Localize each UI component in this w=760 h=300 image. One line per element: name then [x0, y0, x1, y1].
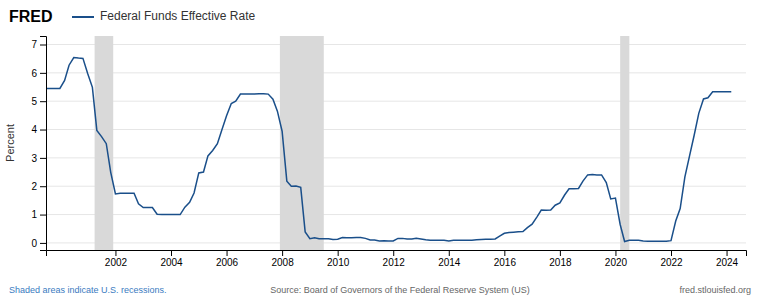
- y-tick-mark: [40, 130, 46, 131]
- x-tick-mark: [449, 250, 450, 256]
- x-tick: 2024: [716, 250, 739, 268]
- plot-area: 2002200420062008201020122014201620182020…: [31, 36, 746, 268]
- x-tick-mark: [504, 250, 505, 256]
- x-tick-mark: [227, 250, 228, 256]
- y-tick-mark: [40, 73, 46, 74]
- x-tick-label: 2008: [271, 257, 294, 268]
- x-tick-mark: [615, 250, 616, 256]
- x-tick: 2016: [494, 250, 517, 268]
- x-tick: 2020: [605, 250, 628, 268]
- y-tick-mark: [40, 186, 46, 187]
- x-tick-label: 2022: [660, 257, 683, 268]
- y-tick-label: 7: [31, 39, 37, 50]
- grid-line: [46, 44, 746, 45]
- grid: [46, 45, 746, 243]
- x-tick-mark: [671, 250, 672, 256]
- x-tick: 2002: [105, 250, 128, 268]
- y-tick-label: 6: [31, 68, 37, 79]
- footer-center: Source: Board of Governors of the Federa…: [270, 285, 530, 295]
- y-tick: 2: [31, 181, 46, 192]
- x-axis-line: [47, 251, 747, 257]
- grid-line: [46, 129, 746, 130]
- series-line: [46, 58, 731, 242]
- y-tick-mark: [40, 243, 46, 244]
- x-tick-label: 2006: [216, 257, 239, 268]
- footer-right: fred.stlouisfed.org: [679, 285, 751, 295]
- y-tick-mark: [40, 45, 46, 46]
- x-tick-label: 2024: [716, 257, 739, 268]
- y-tick-label: 5: [31, 96, 37, 107]
- y-tick: 1: [31, 209, 46, 220]
- y-tick-mark: [40, 215, 46, 216]
- x-tick: 2006: [216, 250, 239, 268]
- y-tick-label: 1: [31, 209, 37, 220]
- recession-band: [95, 36, 114, 250]
- y-tick: 3: [31, 153, 46, 164]
- title: Federal Funds Effective Rate: [100, 9, 256, 23]
- x-tick-mark: [115, 250, 116, 256]
- x-tick-mark: [171, 250, 172, 256]
- title-swatch: [72, 16, 94, 18]
- chart: 2002200420062008201020122014201620182020…: [0, 0, 760, 300]
- y-tick: 4: [31, 124, 46, 135]
- grid-line: [46, 72, 746, 73]
- y-axis: 0 1 2 3 4 5 6 7: [31, 37, 46, 251]
- y-tick-label: 0: [31, 238, 37, 249]
- x-tick: 2012: [383, 250, 406, 268]
- x-tick-mark: [282, 250, 283, 256]
- x-tick: 2008: [271, 250, 294, 268]
- x-tick: 2014: [438, 250, 461, 268]
- grid-line: [46, 157, 746, 158]
- y-tick: 6: [31, 68, 46, 79]
- x-tick-label: 2002: [105, 257, 128, 268]
- grid-line: [46, 101, 746, 102]
- y-tick-mark: [40, 101, 46, 102]
- y-tick-mark: [40, 158, 46, 159]
- y-tick: 7: [31, 39, 46, 50]
- grid-line: [46, 242, 746, 243]
- x-tick-label: 2014: [438, 257, 461, 268]
- x-tick: 2010: [327, 250, 350, 268]
- y-axis-title: Percent: [4, 124, 16, 162]
- y-tick-label: 2: [31, 181, 37, 192]
- x-tick: 2022: [660, 250, 683, 268]
- recession-band: [280, 36, 324, 250]
- x-tick: 2004: [160, 250, 183, 268]
- x-tick-label: 2012: [383, 257, 406, 268]
- y-tick-label: 3: [31, 153, 37, 164]
- x-tick-label: 2010: [327, 257, 350, 268]
- x-tick-mark: [727, 250, 728, 256]
- y-tick: 5: [31, 96, 46, 107]
- brand-label: FRED: [9, 8, 53, 25]
- recession-band: [620, 36, 629, 250]
- x-tick-mark: [393, 250, 394, 256]
- x-tick-mark: [560, 250, 561, 256]
- data-layer: [46, 36, 731, 250]
- x-tick-label: 2020: [605, 257, 628, 268]
- x-tick-label: 2016: [494, 257, 517, 268]
- x-tick: 2018: [549, 250, 572, 268]
- x-axis: 2002 2004 2006 2008 2010 2012 2014 2016 2018 2020…: [47, 250, 747, 268]
- grid-line: [46, 186, 746, 187]
- footer-left: Shaded areas indicate U.S. recessions.: [9, 285, 167, 295]
- grid-line: [46, 214, 746, 215]
- y-axis-line: [40, 37, 47, 251]
- y-tick-label: 4: [31, 124, 37, 135]
- x-tick-label: 2004: [160, 257, 183, 268]
- x-tick-label: 2018: [549, 257, 572, 268]
- x-tick-mark: [338, 250, 339, 256]
- y-tick: 0: [31, 238, 46, 249]
